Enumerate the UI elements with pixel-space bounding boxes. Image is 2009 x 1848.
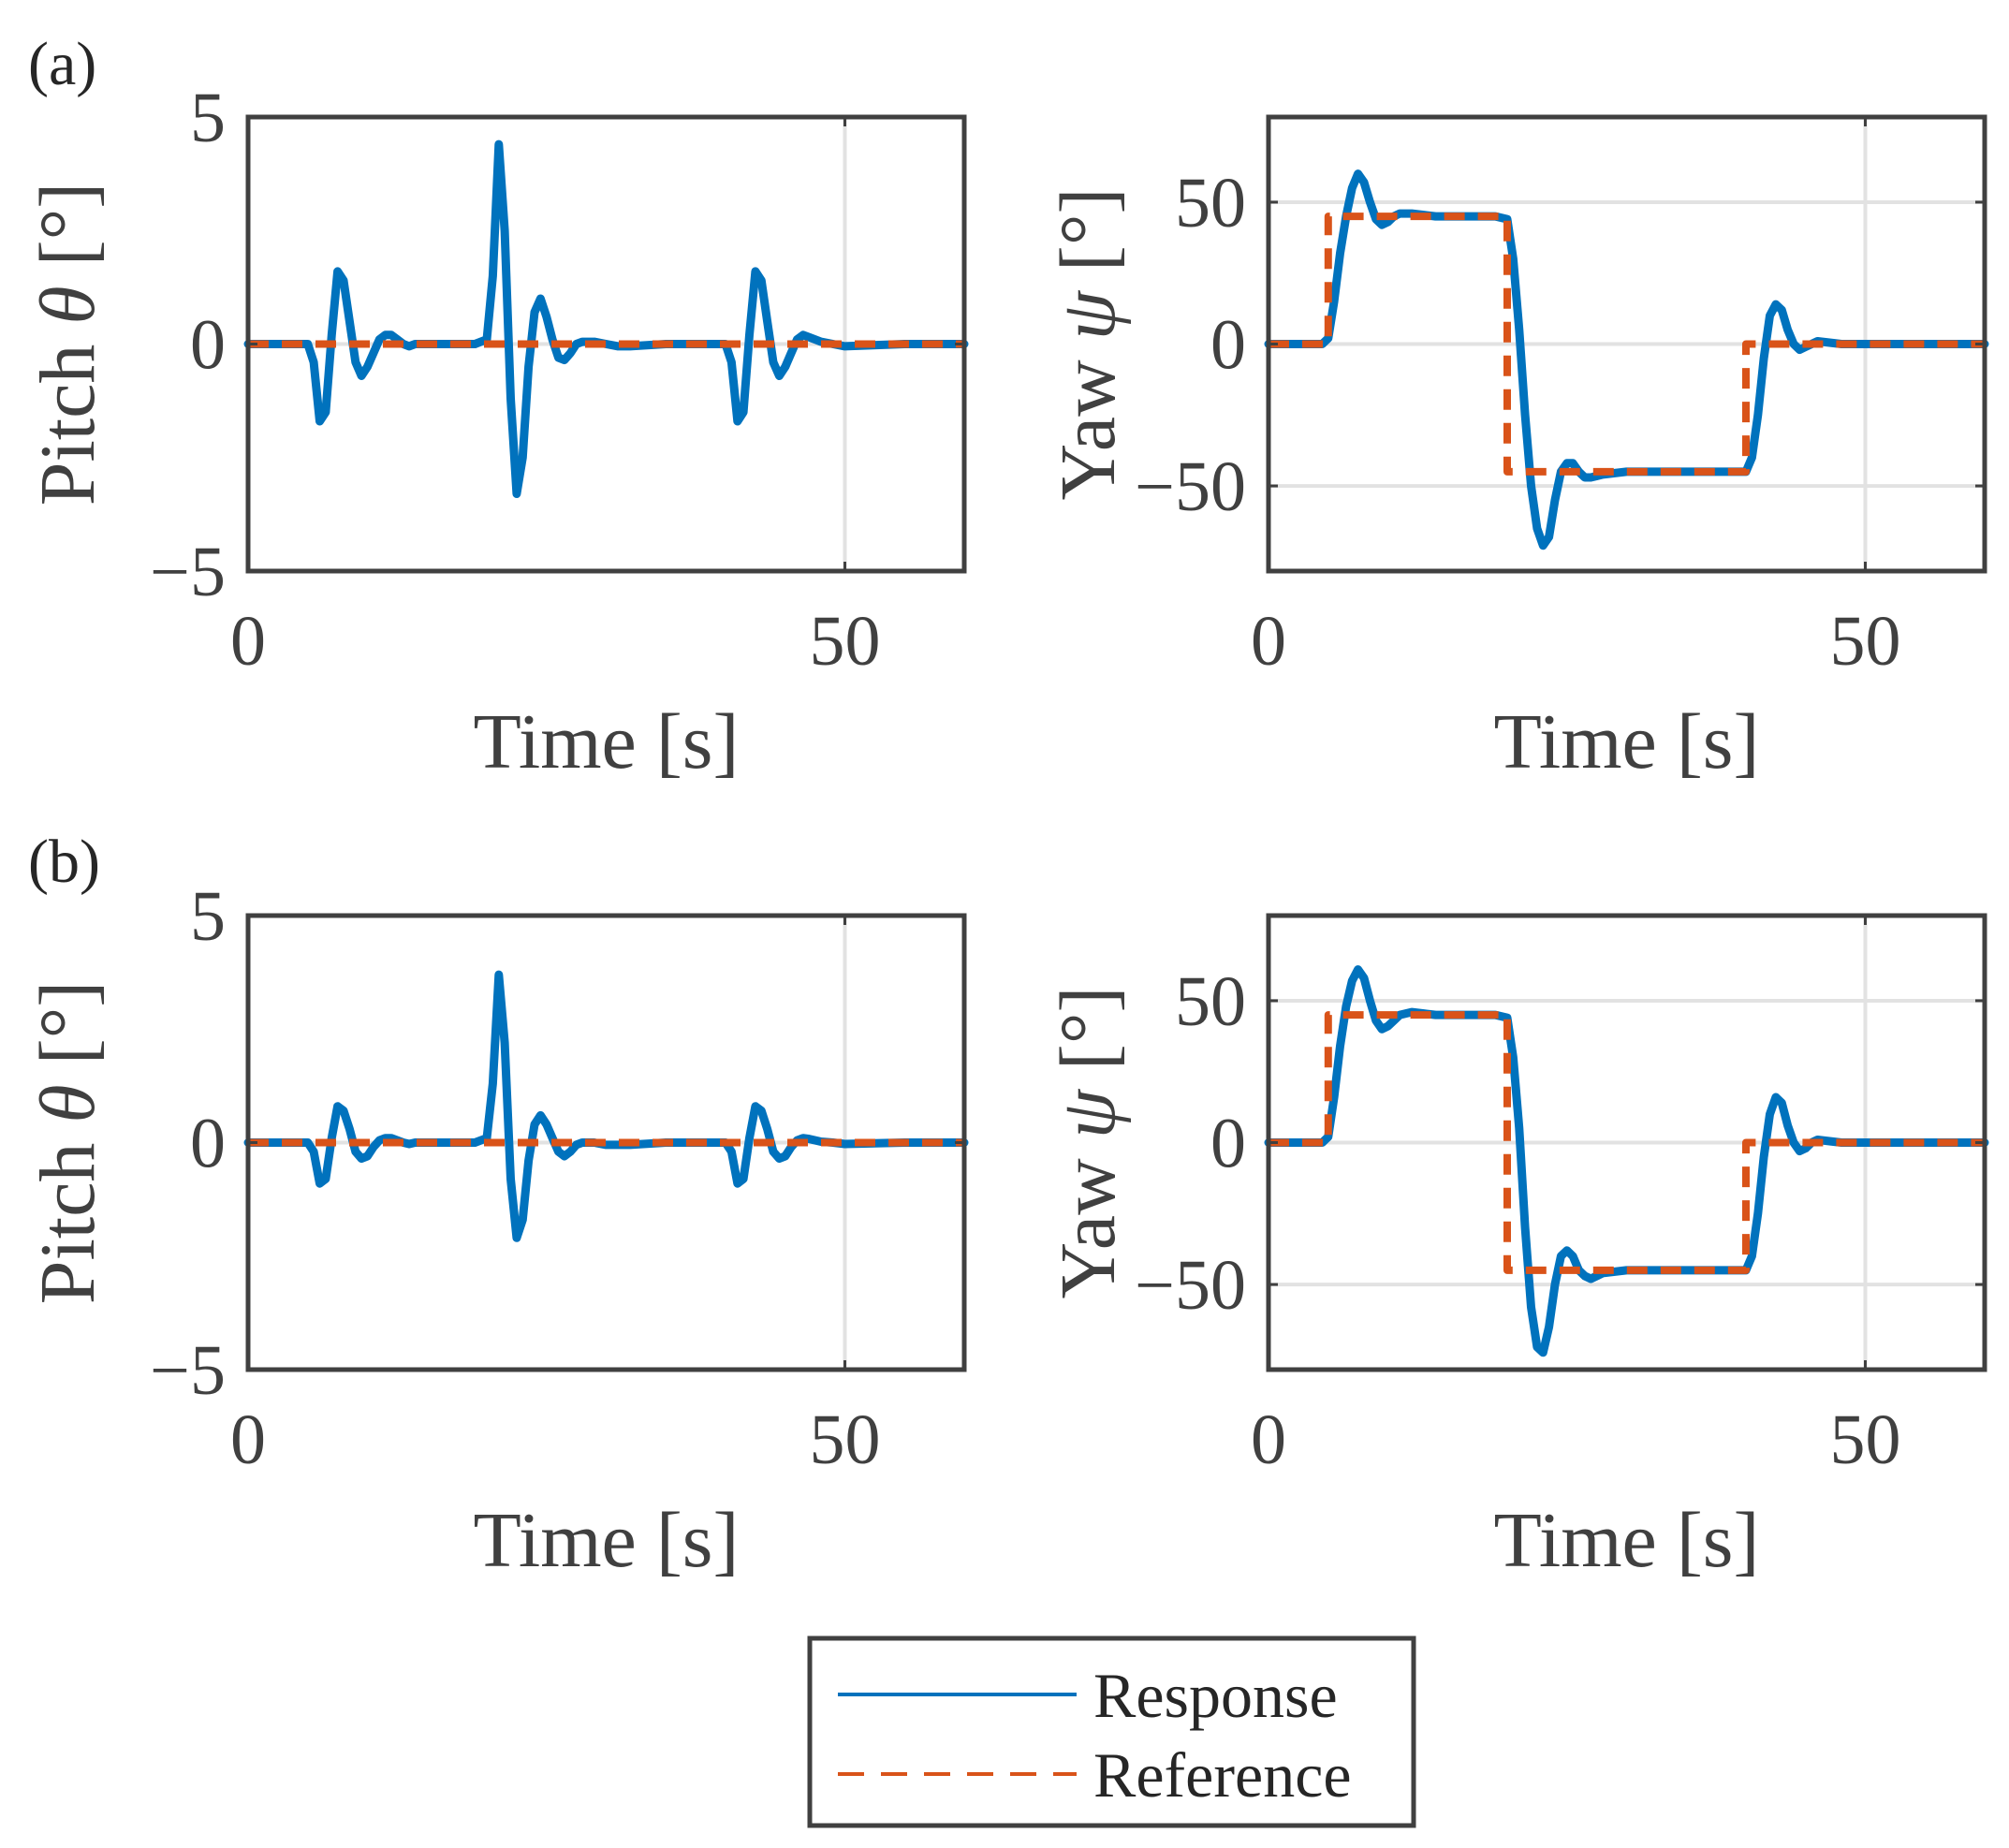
y-tick-label: 50 bbox=[1175, 962, 1246, 1041]
y-axis-label: Yaw ψ [°] bbox=[1045, 188, 1132, 501]
legend: Response Reference bbox=[807, 1635, 1416, 1828]
y-axis-label-symbol: θ bbox=[24, 286, 111, 324]
response-line bbox=[1264, 965, 1989, 1357]
x-tick-label: 0 bbox=[1251, 602, 1286, 681]
y-axis-label-prefix: Pitch bbox=[24, 325, 111, 506]
legend-response-label: Response bbox=[1093, 1660, 1338, 1731]
x-axis-label: Time [s] bbox=[1494, 1497, 1760, 1584]
y-tick-label: 0 bbox=[190, 306, 226, 385]
y-axis-label: Pitch θ [°] bbox=[24, 981, 111, 1305]
y-tick-label: −5 bbox=[150, 533, 226, 611]
y-tick-label: 5 bbox=[190, 79, 226, 157]
legend-reference-label: Reference bbox=[1093, 1739, 1352, 1811]
x-tick-label: 0 bbox=[1251, 1401, 1286, 1479]
panel-label-a: (a) bbox=[28, 30, 96, 98]
y-axis-label-symbol: θ bbox=[24, 1084, 111, 1122]
response-line bbox=[1264, 169, 1989, 550]
y-axis-label: Yaw ψ [°] bbox=[1045, 987, 1132, 1299]
y-tick-label: 5 bbox=[190, 877, 226, 956]
x-tick-label: 50 bbox=[810, 1401, 881, 1479]
x-axis-label: Time [s] bbox=[474, 698, 740, 785]
y-axis-label: Pitch θ [°] bbox=[24, 183, 111, 506]
y-axis-label-prefix: Yaw bbox=[1045, 340, 1132, 500]
x-tick-label: 50 bbox=[1830, 1401, 1901, 1479]
x-tick-label: 50 bbox=[810, 602, 881, 681]
y-axis-label-suffix: [°] bbox=[1045, 987, 1132, 1091]
x-tick-label: 50 bbox=[1830, 602, 1901, 681]
reference-line bbox=[1268, 213, 1985, 476]
x-axis-label: Time [s] bbox=[474, 1497, 740, 1584]
y-tick-label: 0 bbox=[1210, 1105, 1246, 1183]
y-axis-label-symbol: ψ bbox=[1045, 289, 1132, 340]
response-line bbox=[243, 139, 969, 498]
y-tick-label: 0 bbox=[1210, 306, 1246, 385]
y-tick-label: −50 bbox=[1135, 1246, 1246, 1325]
y-axis-label-suffix: [°] bbox=[24, 183, 111, 286]
y-tick-label: 0 bbox=[190, 1105, 226, 1183]
y-tick-label: −50 bbox=[1135, 447, 1246, 526]
y-axis-label-suffix: [°] bbox=[24, 981, 111, 1085]
y-tick-label: 50 bbox=[1175, 164, 1246, 242]
panel-label-b: (b) bbox=[28, 828, 100, 896]
y-axis-label-symbol: ψ bbox=[1045, 1088, 1132, 1138]
y-axis-label-suffix: [°] bbox=[1045, 188, 1132, 292]
x-tick-label: 0 bbox=[230, 602, 266, 681]
x-axis-label: Time [s] bbox=[1494, 698, 1760, 785]
legend-box bbox=[807, 1635, 1416, 1828]
reference-line bbox=[1268, 1011, 1985, 1274]
y-axis-label-prefix: Pitch bbox=[24, 1123, 111, 1305]
y-tick-label: −5 bbox=[150, 1331, 226, 1410]
response-line bbox=[243, 970, 969, 1242]
x-tick-label: 0 bbox=[230, 1401, 266, 1479]
y-axis-label-prefix: Yaw bbox=[1045, 1138, 1132, 1298]
